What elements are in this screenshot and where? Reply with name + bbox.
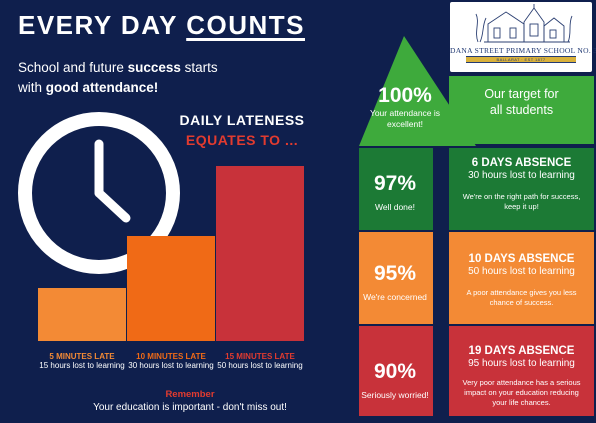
tier-caption: Seriously worried! (361, 390, 429, 400)
subtitle-text-2: starts (180, 60, 218, 75)
info-10-days: 10 DAYS ABSENCE 50 hours lost to learnin… (449, 252, 594, 308)
bar-heading: 5 MINUTES LATE (49, 352, 115, 361)
tier-caption: Your attendance is excellent! (369, 108, 441, 129)
tier-97-shape (359, 148, 433, 230)
lateness-bar-10min (127, 236, 215, 341)
info-description: Very poor attendance has a serious impac… (462, 378, 581, 407)
tier-97: 97% Well done! (358, 172, 432, 213)
school-motto: BALLARAT · EST 1877 (496, 57, 546, 62)
info-title: 6 DAYS ABSENCE (471, 157, 572, 169)
title-part-2: COUNTS (186, 10, 305, 40)
tier-percent: 97% (373, 172, 417, 195)
info-title: 10 DAYS ABSENCE (468, 253, 575, 265)
lateness-subtitle: EQUATES TO ... (185, 132, 299, 148)
subtitle-bold-2: good attendance! (45, 80, 159, 95)
tier-percent: 95% (373, 262, 417, 285)
tier-100-shape (359, 36, 476, 146)
tier-100: 100% Your attendance is excellent! (367, 84, 443, 130)
title-part-1: EVERY DAY (18, 10, 187, 40)
bar-heading: 10 MINUTES LATE (136, 352, 206, 361)
subtitle-bold-1: success (127, 60, 181, 75)
bar-detail: 15 hours lost to learning (39, 361, 125, 370)
bar-label-5min: 5 MINUTES LATE 15 hours lost to learning (38, 352, 126, 370)
school-building-icon (475, 4, 573, 43)
info-10days-shape (449, 232, 594, 324)
footer-message: Your education is important - don't miss… (93, 402, 287, 413)
info-19-days: 19 DAYS ABSENCE 95 hours lost to learnin… (449, 344, 594, 408)
tier-caption: We're concerned (363, 292, 427, 302)
info-6days-shape (449, 148, 594, 230)
subtitle-text-1: School and future (18, 60, 128, 75)
info-target: Our target for all students (449, 86, 594, 118)
tier-percent: 100% (378, 84, 432, 107)
tier-95: 95% We're concerned (358, 262, 432, 303)
info-description: We're on the right path for success, kee… (462, 192, 581, 211)
bar-heading: 15 MINUTES LATE (225, 352, 295, 361)
info-19days-shape (449, 326, 594, 416)
tier-90-shape (359, 326, 433, 416)
school-name: DANA STREET PRIMARY SCHOOL NO. 33 (450, 46, 596, 55)
subtitle: School and future success starts with go… (18, 58, 298, 98)
tier-caption: Well done! (374, 202, 415, 212)
lateness-bar-5min (38, 288, 126, 341)
bar-detail: 50 hours lost to learning (217, 361, 303, 370)
lateness-bar-15min (216, 166, 304, 341)
tier-percent: 90% (373, 360, 417, 383)
page-title: EVERY DAY COUNTS (18, 10, 305, 40)
info-description: A poor attendance gives you less chance … (466, 288, 577, 307)
info-target-shape (449, 76, 594, 144)
info-subtitle: 50 hours lost to learning (468, 266, 575, 277)
info-subtitle: 95 hours lost to learning (468, 358, 575, 369)
clock-icon (18, 112, 180, 274)
info-subtitle: 30 hours lost to learning (468, 170, 575, 181)
bar-label-10min: 10 MINUTES LATE 30 hours lost to learnin… (127, 352, 215, 370)
remember-label: Remember (165, 389, 215, 400)
tier-90: 90% Seriously worried! (358, 360, 432, 401)
bar-label-15min: 15 MINUTES LATE 50 hours lost to learnin… (216, 352, 304, 370)
school-logo: DANA STREET PRIMARY SCHOOL NO. 33 BALLAR… (450, 2, 596, 72)
subtitle-text-3: with (18, 80, 46, 95)
tier-95-shape (359, 232, 433, 324)
info-title: Our target for all students (484, 87, 559, 117)
logo-ribbon (466, 56, 576, 63)
lateness-title: DAILY LATENESS (179, 112, 305, 128)
info-6-days: 6 DAYS ABSENCE 30 hours lost to learning… (449, 156, 594, 212)
bar-detail: 30 hours lost to learning (128, 361, 214, 370)
info-title: 19 DAYS ABSENCE (468, 345, 575, 357)
